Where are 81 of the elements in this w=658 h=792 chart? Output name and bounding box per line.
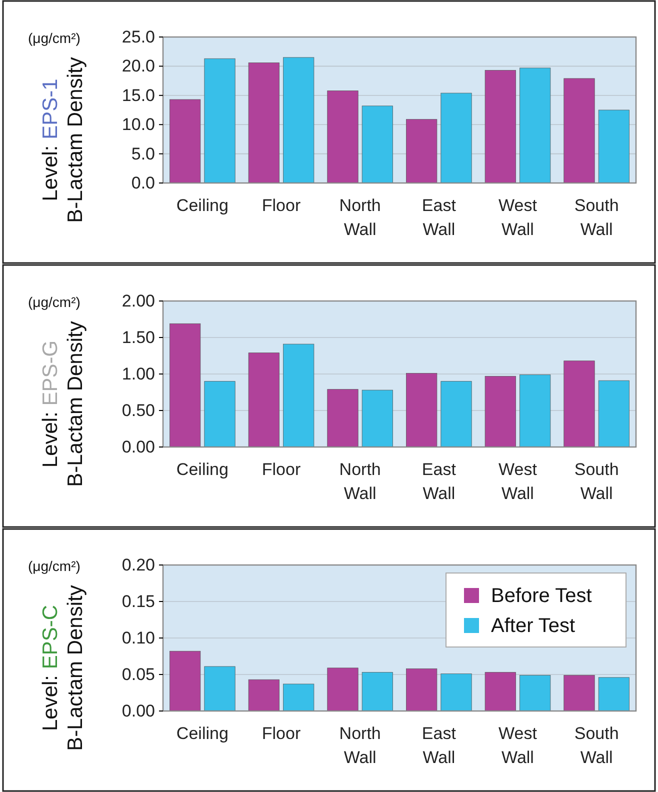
x-tick-label: Ceiling	[176, 724, 228, 743]
x-tick-label: North Wall	[339, 460, 381, 503]
x-tick-label: Ceiling	[176, 196, 228, 215]
x-tick-label: Floor	[262, 196, 301, 215]
x-tick-label: East Wall	[422, 460, 456, 503]
text: (μg/cm²)	[28, 294, 80, 310]
x-tick-label: West Wall	[498, 724, 538, 767]
bar	[362, 106, 393, 184]
bar	[564, 78, 595, 184]
legend-label: After Test	[491, 615, 576, 637]
x-tick-label: East Wall	[422, 724, 456, 767]
x-tick-label: Ceiling	[176, 460, 228, 479]
bar	[283, 684, 314, 712]
y-tick-label: 0.10	[122, 628, 155, 648]
bar	[440, 674, 472, 712]
bar	[520, 374, 551, 448]
bar	[406, 668, 438, 712]
text: Level: EPS-G	[39, 340, 62, 468]
y-tick-label: 0.0	[131, 173, 155, 192]
text: (μg/cm²)	[28, 30, 80, 46]
text: (μg/cm²)	[28, 558, 80, 574]
y-tick-label: 0.05	[122, 664, 155, 684]
y-tick-label: 20.0	[122, 56, 155, 76]
bar	[170, 650, 201, 712]
bar	[327, 389, 358, 448]
bar	[283, 344, 314, 448]
x-tick-label: Floor	[262, 460, 301, 479]
x-tick-label: West Wall	[498, 196, 538, 239]
bar	[440, 92, 472, 184]
y-tick-label: 0.15	[122, 592, 155, 611]
y-axis-title: B-Lactam Density	[64, 584, 87, 751]
x-tick-label: North Wall	[339, 196, 381, 239]
y-tick-label: 0.00	[122, 701, 155, 720]
text: Level: EPS-1	[39, 78, 62, 202]
x-tick-label: South Wall	[574, 196, 619, 239]
x-tick-label: Floor	[262, 724, 301, 743]
bar	[204, 58, 236, 184]
bar	[520, 675, 551, 712]
y-axis-title: B-Lactam Density	[64, 320, 87, 487]
y-tick-label: 25.0	[122, 27, 155, 46]
x-tick-label: South Wall	[574, 724, 619, 767]
bar	[598, 380, 630, 448]
y-tick-label: 5.0	[131, 144, 155, 164]
bar	[484, 376, 516, 448]
bar	[520, 68, 551, 184]
x-tick-label: South Wall	[574, 460, 619, 503]
bar	[248, 352, 280, 448]
bar	[327, 90, 358, 184]
x-tick-label: East Wall	[422, 196, 456, 239]
bar	[170, 323, 201, 448]
y-tick-label: 0.50	[122, 400, 155, 420]
text: Level: EPS-C	[39, 604, 62, 732]
bar	[283, 57, 314, 184]
y-tick-label: 2.00	[122, 291, 155, 310]
y-tick-label: 15.0	[122, 86, 155, 105]
bar	[248, 679, 280, 712]
bar	[204, 666, 236, 712]
bar	[204, 381, 236, 448]
y-tick-label: 10.0	[122, 115, 155, 134]
bar	[170, 99, 201, 184]
y-axis-title: B-Lactam Density	[64, 56, 87, 223]
y-tick-label: 1.00	[122, 364, 155, 384]
y-tick-label: 0.00	[122, 437, 155, 456]
bar	[248, 62, 280, 184]
y-tick-label: 0.20	[122, 555, 155, 574]
bar	[564, 675, 595, 712]
bar	[484, 70, 516, 184]
bar	[564, 360, 595, 448]
x-tick-label: West Wall	[498, 460, 538, 503]
bar	[598, 677, 630, 712]
bar	[327, 668, 358, 712]
bar	[440, 381, 472, 448]
bar	[598, 110, 630, 184]
bar	[362, 672, 393, 712]
legend-label: Before Test	[491, 585, 592, 607]
bar	[406, 373, 438, 448]
bar	[484, 672, 516, 712]
bar	[406, 119, 438, 184]
bar	[362, 390, 393, 448]
x-tick-label: North Wall	[339, 724, 381, 767]
y-tick-label: 1.50	[122, 328, 155, 347]
